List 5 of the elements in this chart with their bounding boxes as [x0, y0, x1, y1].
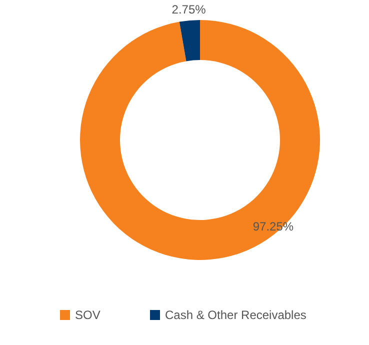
data-label: 2.75% — [172, 2, 206, 17]
legend-label: SOV — [75, 308, 100, 322]
donut-slice — [80, 20, 320, 260]
legend-label: Cash & Other Receivables — [165, 308, 306, 322]
donut-slice — [179, 20, 200, 62]
